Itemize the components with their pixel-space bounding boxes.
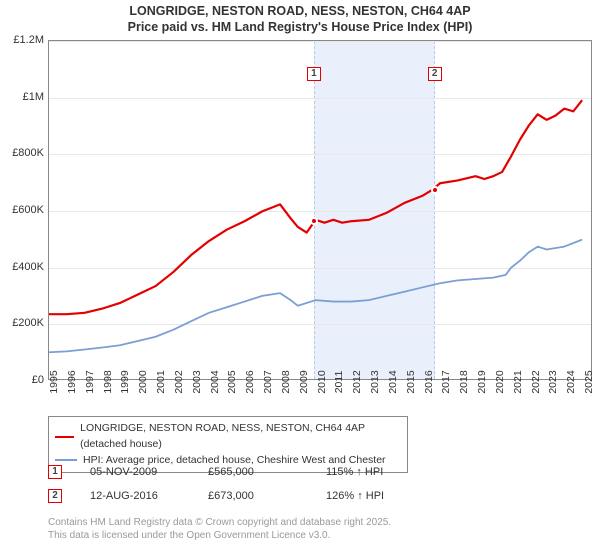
x-tick-label: 1998 [102,370,114,393]
x-tick-label: 2013 [369,370,381,393]
legend-label-1: LONGRIDGE, NESTON ROAD, NESS, NESTON, CH… [80,421,401,453]
title-line-1: LONGRIDGE, NESTON ROAD, NESS, NESTON, CH… [0,4,600,20]
x-tick-label: 2014 [387,370,399,393]
y-tick-label: £1M [2,91,44,103]
sales-marker-1: 1 [48,465,62,479]
sales-date-1: 05-NOV-2009 [90,466,180,478]
plot-area: 12 [48,40,592,380]
footer-line-1: Contains HM Land Registry data © Crown c… [48,516,391,529]
x-tick-label: 2022 [530,370,542,393]
x-tick-label: 1995 [48,370,60,393]
sales-hpi-2: 126% ↑ HPI [326,490,416,502]
x-tick-label: 2011 [333,371,345,394]
sale-marker-dot [310,217,318,225]
x-tick-label: 2000 [137,370,149,393]
x-tick-label: 2016 [423,370,435,393]
y-tick-label: £400K [2,261,44,273]
title-line-2: Price paid vs. HM Land Registry's House … [0,20,600,36]
sales-row-2: 2 12-AUG-2016 £673,000 126% ↑ HPI [48,484,416,508]
y-tick-label: £600K [2,204,44,216]
x-tick-label: 1997 [84,370,96,393]
x-tick-label: 2023 [547,370,559,393]
sale-marker-box: 1 [307,67,321,81]
legend-row-1: LONGRIDGE, NESTON ROAD, NESS, NESTON, CH… [55,421,401,453]
x-tick-label: 2018 [458,370,470,393]
y-tick-label: £1.2M [2,34,44,46]
y-tick-label: £200K [2,317,44,329]
sales-table: 1 05-NOV-2009 £565,000 115% ↑ HPI 2 12-A… [48,460,416,508]
x-tick-label: 2004 [209,370,221,393]
x-tick-label: 2021 [512,370,524,393]
series-line [49,240,582,353]
x-tick-label: 2006 [244,370,256,393]
legend-swatch-1 [55,436,74,438]
x-tick-label: 2009 [298,370,310,393]
x-tick-label: 1996 [66,370,78,393]
x-tick-label: 2012 [351,370,363,393]
x-tick-label: 2020 [494,370,506,393]
x-tick-label: 2025 [583,370,595,393]
x-tick-label: 2019 [476,370,488,393]
x-tick-label: 2005 [226,370,238,393]
x-tick-label: 2002 [173,370,185,393]
x-tick-label: 2007 [262,370,274,393]
sale-marker-box: 2 [428,67,442,81]
sales-price-1: £565,000 [208,466,298,478]
sales-price-2: £673,000 [208,490,298,502]
chart-container: 12 £0£200K£400K£600K£800K£1M£1.2M1995199… [0,38,600,408]
x-tick-label: 2010 [316,370,328,393]
series-svg [49,41,591,379]
y-tick-label: £800K [2,147,44,159]
sale-marker-dot [431,186,439,194]
x-tick-label: 2017 [440,370,452,393]
sales-row-1: 1 05-NOV-2009 £565,000 115% ↑ HPI [48,460,416,484]
x-tick-label: 2003 [191,370,203,393]
x-tick-label: 1999 [119,370,131,393]
sales-date-2: 12-AUG-2016 [90,490,180,502]
x-tick-label: 2001 [155,370,167,393]
footer-attribution: Contains HM Land Registry data © Crown c… [48,516,391,542]
chart-title-block: LONGRIDGE, NESTON ROAD, NESS, NESTON, CH… [0,0,600,37]
x-tick-label: 2024 [565,370,577,393]
x-tick-label: 2008 [280,370,292,393]
footer-line-2: This data is licensed under the Open Gov… [48,529,391,542]
sales-marker-2: 2 [48,489,62,503]
x-tick-label: 2015 [405,370,417,393]
series-line [49,100,582,314]
y-tick-label: £0 [2,374,44,386]
sales-hpi-1: 115% ↑ HPI [326,466,416,478]
